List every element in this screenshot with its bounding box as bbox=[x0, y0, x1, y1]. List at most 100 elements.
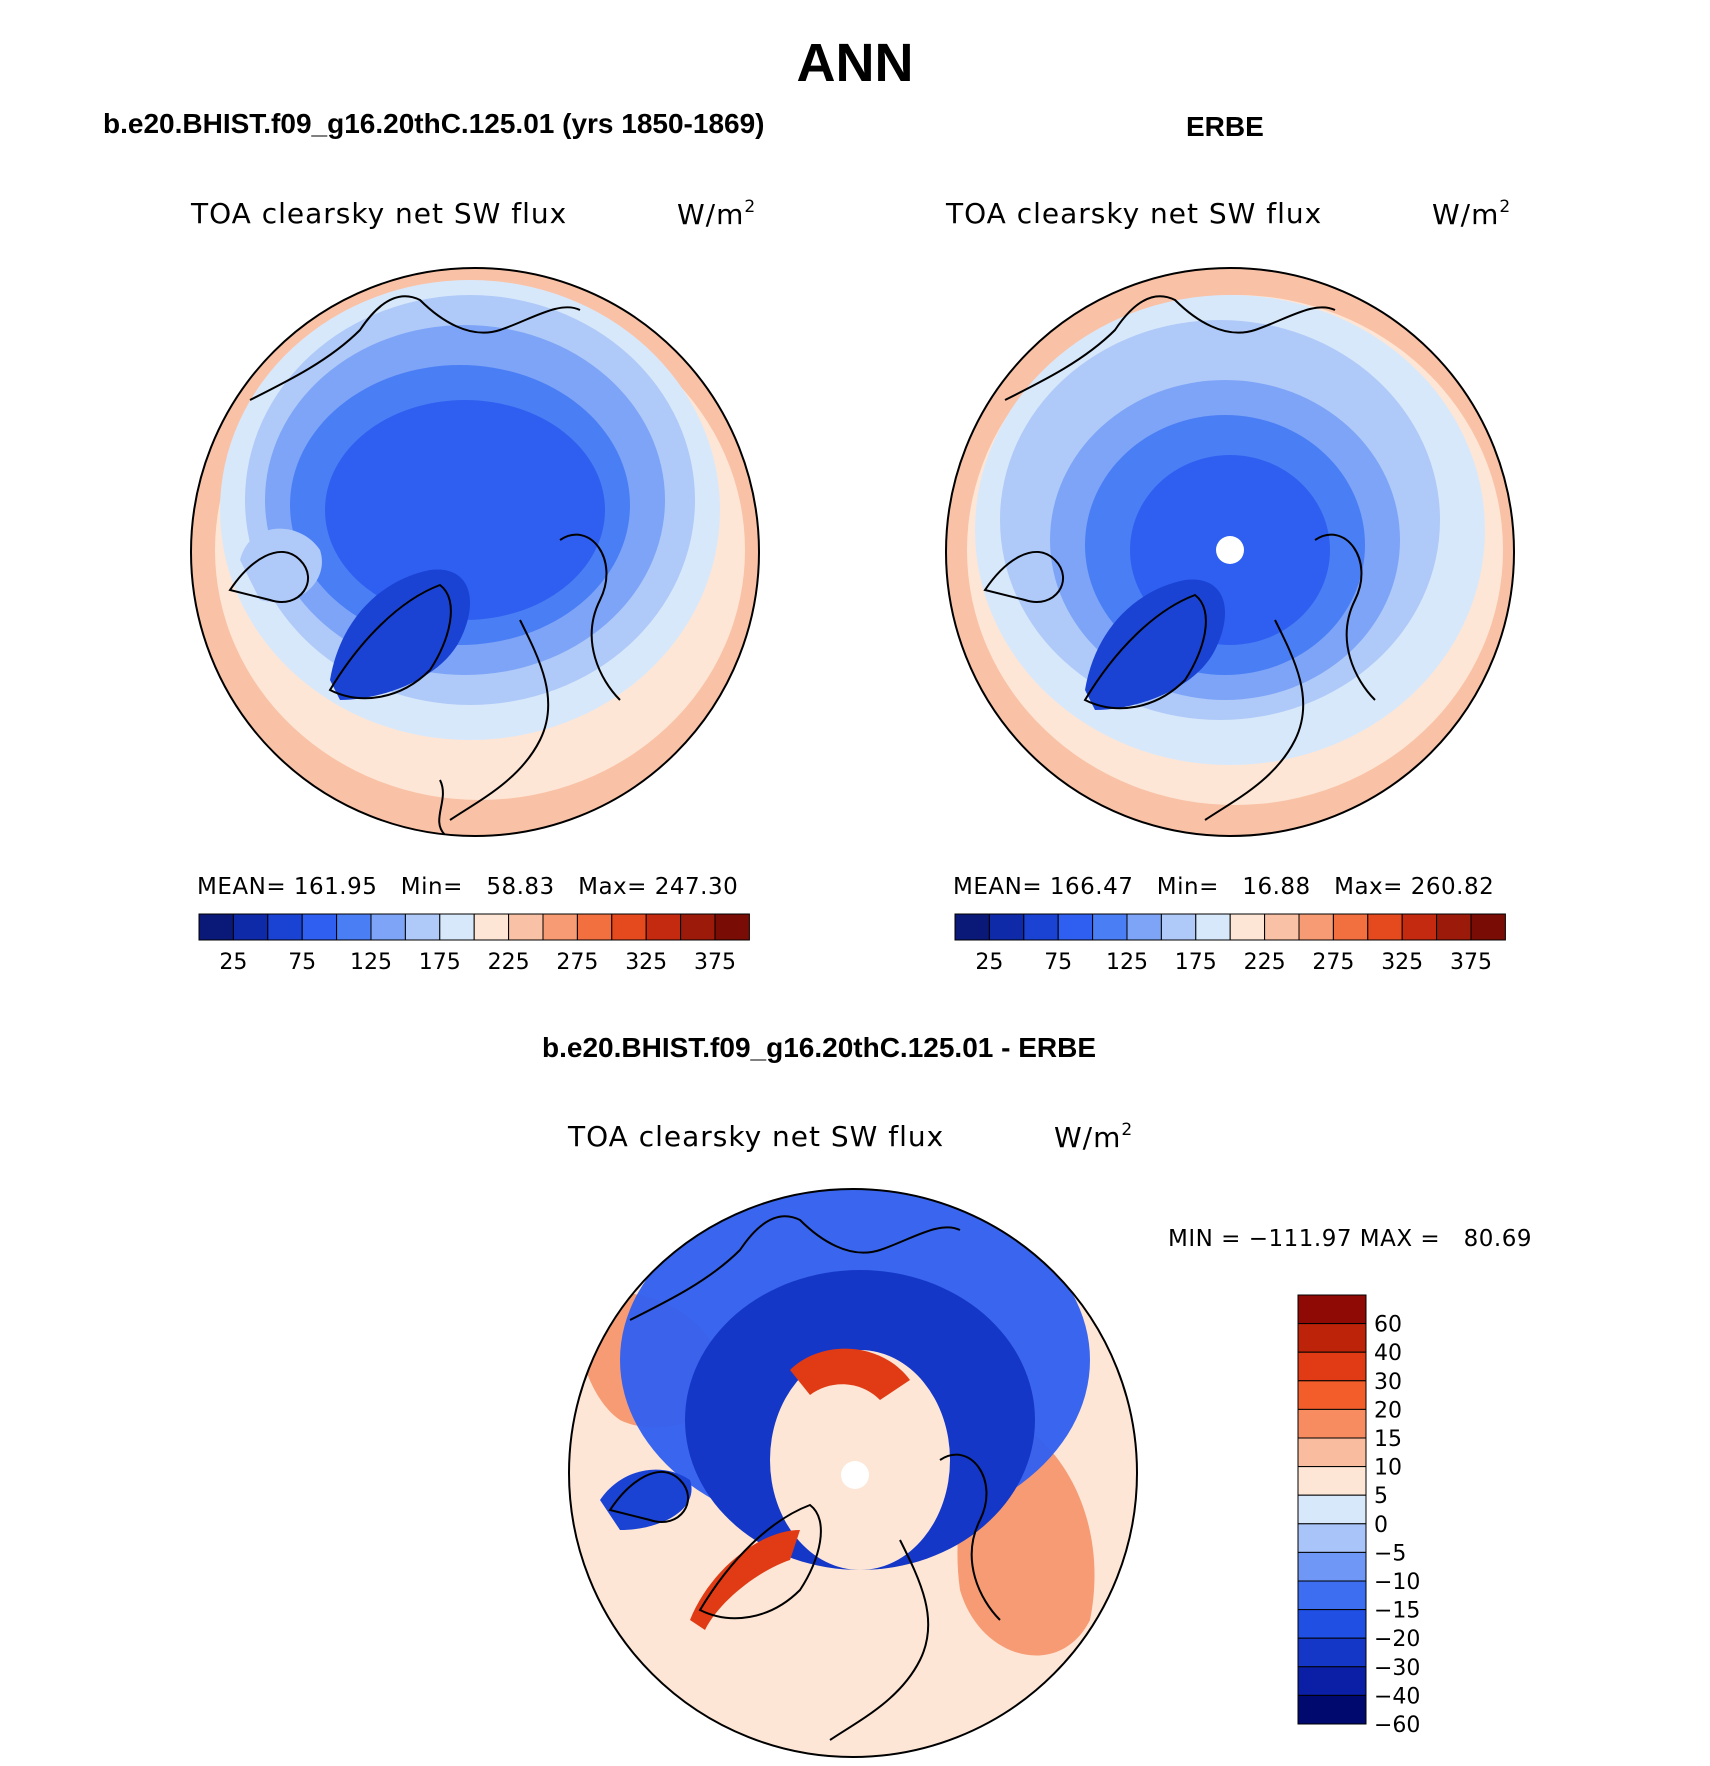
panel1-colorbar-tick-label: 225 bbox=[488, 950, 530, 975]
panel1-stats: MEAN= 161.95 Min= 58.83 Max= 247.30 bbox=[197, 874, 739, 900]
panel3-colorbar: 60 40 30 20 15 10 5 0 −5 −10 −15 −20 −30 −40 −60 bbox=[1297, 1294, 1420, 1738]
panel3-colorbar-tick-label: 5 bbox=[1374, 1484, 1388, 1509]
panel3-colorbar-swatch bbox=[1297, 1666, 1367, 1696]
panel3-colorbar-tick-label: 10 bbox=[1374, 1456, 1402, 1481]
panel3-colorbar-swatch bbox=[1297, 1694, 1367, 1725]
panel1-colorbar-tick-label: 375 bbox=[694, 950, 736, 975]
panel2-stats: MEAN= 166.47 Min= 16.88 Max= 260.82 bbox=[953, 874, 1495, 900]
panel1-unit-label: W/m2 bbox=[677, 197, 757, 231]
panel1-colorbar-swatch bbox=[370, 913, 406, 941]
panel3-colorbar-tick-label: −5 bbox=[1374, 1541, 1406, 1566]
panel3-map-border bbox=[568, 1188, 1138, 1758]
panel1-colorbar-tick-label: 325 bbox=[625, 950, 667, 975]
panel3-case-title: b.e20.BHIST.f09_g16.20thC.125.01 - ERBE bbox=[542, 1032, 1097, 1063]
panel2-colorbar-tick-label: 325 bbox=[1381, 950, 1423, 975]
panel2-colorbar-tick-label: 25 bbox=[975, 950, 1003, 975]
panel3-colorbar-tick-label: 60 bbox=[1374, 1313, 1402, 1338]
panel3-colorbar-tick-label: 20 bbox=[1374, 1398, 1402, 1423]
panel2-pole-missing-data bbox=[1216, 536, 1244, 564]
panel3-colorbar-swatch bbox=[1297, 1551, 1367, 1582]
panel2-colorbar-swatch bbox=[1126, 913, 1162, 941]
panel1-colorbar-swatch bbox=[714, 913, 750, 941]
panel2-colorbar: 25 75 125 175 225 275 325 375 bbox=[954, 913, 1506, 975]
panel3-colorbar-tick-label: −10 bbox=[1374, 1570, 1420, 1595]
panel3-variable-label: TOA clearsky net SW flux bbox=[568, 1120, 945, 1153]
panel2-colorbar-swatch bbox=[1092, 913, 1128, 941]
panel2-colorbar-swatch bbox=[1264, 913, 1300, 941]
panel3-colorbar-tick-label: −20 bbox=[1374, 1627, 1420, 1652]
panel3-colorbar-tick-label: −30 bbox=[1374, 1656, 1420, 1681]
panel2-case-title: ERBE bbox=[1186, 111, 1264, 142]
panel1-colorbar-tick-label: 275 bbox=[556, 950, 598, 975]
panel1-colorbar-swatch bbox=[232, 913, 269, 941]
panel1-colorbar: 25 75 125 175 225 275 325 375 bbox=[198, 913, 750, 975]
panel3-colorbar-swatch bbox=[1297, 1437, 1367, 1468]
panel1-colorbar-swatch bbox=[576, 913, 613, 941]
panel3-colorbar-swatch bbox=[1297, 1380, 1367, 1410]
panel3-colorbar-swatch bbox=[1297, 1637, 1367, 1668]
panel1-variable-label: TOA clearsky net SW flux bbox=[191, 197, 568, 230]
panel3-colorbar-tick-label: 0 bbox=[1374, 1513, 1388, 1538]
panel3-colorbar-tick-label: −60 bbox=[1374, 1713, 1420, 1738]
panel3-colorbar-tick-label: −15 bbox=[1374, 1599, 1420, 1624]
panel1-map-border bbox=[190, 267, 760, 837]
panel1-colorbar-tick-label: 175 bbox=[419, 950, 461, 975]
panel3-colorbar-swatch bbox=[1297, 1323, 1367, 1353]
main-title: ANN bbox=[796, 33, 914, 93]
panel2-colorbar-swatch bbox=[1023, 913, 1059, 941]
panel1-case-title: b.e20.BHIST.f09_g16.20thC.125.01 (yrs 18… bbox=[103, 108, 765, 139]
panel2-unit-label: W/m2 bbox=[1432, 197, 1512, 231]
panel3-colorbar-tick-label: 15 bbox=[1374, 1427, 1402, 1452]
panel1-colorbar-swatch bbox=[267, 913, 303, 941]
panel3-pole-missing-data bbox=[841, 1461, 869, 1489]
panel1-colorbar-swatch bbox=[680, 913, 716, 941]
panel2-colorbar-swatch bbox=[954, 913, 990, 941]
panel3-colorbar-swatch bbox=[1297, 1609, 1367, 1639]
panel2-map-border bbox=[945, 267, 1515, 837]
panel3-unit-label: W/m2 bbox=[1054, 1120, 1134, 1154]
panel3-colorbar-swatch bbox=[1297, 1408, 1367, 1439]
panel1-colorbar-swatch bbox=[198, 913, 234, 941]
panel2-colorbar-tick-label: 275 bbox=[1312, 950, 1354, 975]
panel3-colorbar-swatch bbox=[1297, 1466, 1367, 1496]
panel2-greenland-coast bbox=[1083, 593, 1207, 710]
panel2-colorbar-swatch bbox=[1195, 913, 1231, 941]
panel1-colorbar-tick-label: 25 bbox=[219, 950, 247, 975]
panel3-scandinavia-coast bbox=[829, 1539, 930, 1741]
panel3-colorbar-tick-label: 40 bbox=[1374, 1341, 1402, 1366]
panel2-colorbar-tick-label: 175 bbox=[1175, 950, 1217, 975]
panel1-colorbar-swatch bbox=[404, 913, 441, 941]
panel2-colorbar-swatch bbox=[1470, 913, 1506, 941]
panel3-colorbar-swatch bbox=[1297, 1580, 1367, 1611]
panel2-colorbar-tick-label: 75 bbox=[1044, 950, 1072, 975]
panel3-colorbar-swatch bbox=[1297, 1294, 1367, 1325]
panel2-north-america-coast bbox=[1004, 295, 1336, 401]
panel3-stats: MIN = −111.97 MAX = 80.69 bbox=[1168, 1226, 1532, 1252]
panel3-greenland-coast bbox=[698, 1503, 822, 1620]
panel3-colorbar-swatch bbox=[1297, 1523, 1367, 1553]
panel2-variable-label: TOA clearsky net SW flux bbox=[946, 197, 1323, 230]
panel2-scandinavia-coast bbox=[1204, 619, 1305, 821]
panel3-positive-arc bbox=[790, 1348, 910, 1400]
panel2-colorbar-swatch bbox=[1229, 913, 1266, 941]
panel3-colorbar-tick-label: 30 bbox=[1374, 1370, 1402, 1395]
panel2-colorbar-swatch bbox=[1401, 913, 1438, 941]
panel2-colorbar-tick-label: 225 bbox=[1244, 950, 1286, 975]
panel1-colorbar-tick-label: 75 bbox=[288, 950, 316, 975]
panel1-colorbar-tick-label: 125 bbox=[350, 950, 392, 975]
panel3-north-america-coast bbox=[629, 1215, 961, 1321]
panel2-greenland-region bbox=[1085, 579, 1225, 710]
panel3-colorbar-tick-label: −40 bbox=[1374, 1684, 1420, 1709]
panel3-colorbar-swatch bbox=[1297, 1351, 1367, 1382]
panel2-colorbar-tick-label: 375 bbox=[1450, 950, 1492, 975]
panel1-scandinavia-coast bbox=[449, 619, 550, 821]
panel1-greenland-region bbox=[330, 569, 470, 700]
panel1-colorbar-swatch bbox=[611, 913, 647, 941]
panel1-greenland-coast bbox=[328, 583, 452, 700]
panel3-colorbar-swatch bbox=[1297, 1494, 1367, 1525]
panel2-colorbar-tick-label: 125 bbox=[1106, 950, 1148, 975]
panel1-north-america-coast bbox=[249, 295, 581, 401]
